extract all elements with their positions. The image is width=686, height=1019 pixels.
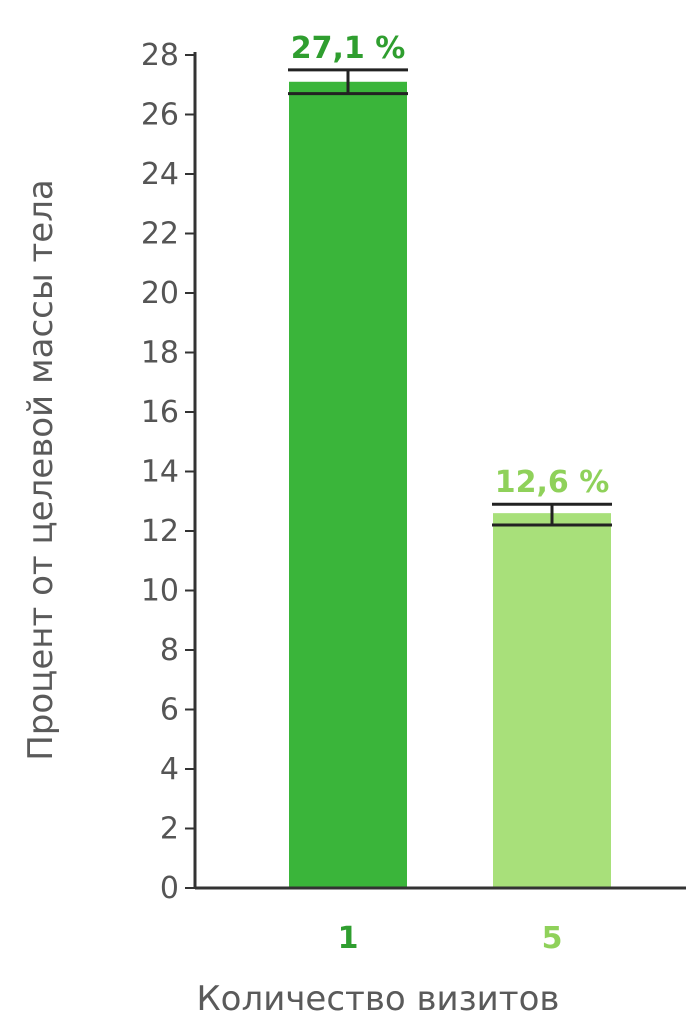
y-tick-label: 2 xyxy=(160,812,179,847)
data-label-5: 12,6 % xyxy=(495,465,610,500)
x-category-label-1: 1 xyxy=(338,921,359,956)
error-bar-5 xyxy=(492,502,612,527)
y-axis-title: Процент от целевой массы тела xyxy=(21,179,61,761)
y-tick-label: 24 xyxy=(141,157,179,192)
error-bars-group xyxy=(288,68,612,527)
x-category-label-5: 5 xyxy=(542,921,563,956)
y-tick-label: 12 xyxy=(141,514,179,549)
error-bar-1 xyxy=(288,68,408,96)
y-tick-label: 16 xyxy=(141,395,179,430)
y-tick-label: 10 xyxy=(141,574,179,609)
y-tick-label: 26 xyxy=(141,98,179,133)
y-tick-label: 28 xyxy=(141,38,179,73)
y-tick-label: 20 xyxy=(141,276,179,311)
y-tick-label: 14 xyxy=(141,455,179,490)
data-label-1: 27,1 % xyxy=(291,31,406,66)
y-tick-label: 22 xyxy=(141,217,179,252)
bars-group xyxy=(289,81,611,888)
y-tick-label: 18 xyxy=(141,336,179,371)
y-tick-label: 6 xyxy=(160,693,179,728)
bar-1 xyxy=(289,81,407,888)
x-axis-title: Количество визитов xyxy=(197,979,560,1019)
y-tick-label: 4 xyxy=(160,752,179,787)
bar-5 xyxy=(493,513,611,888)
y-tick-label: 8 xyxy=(160,633,179,668)
data-labels-group: 27,1 % 12,6 % xyxy=(291,31,610,500)
y-tick-label: 0 xyxy=(160,871,179,906)
